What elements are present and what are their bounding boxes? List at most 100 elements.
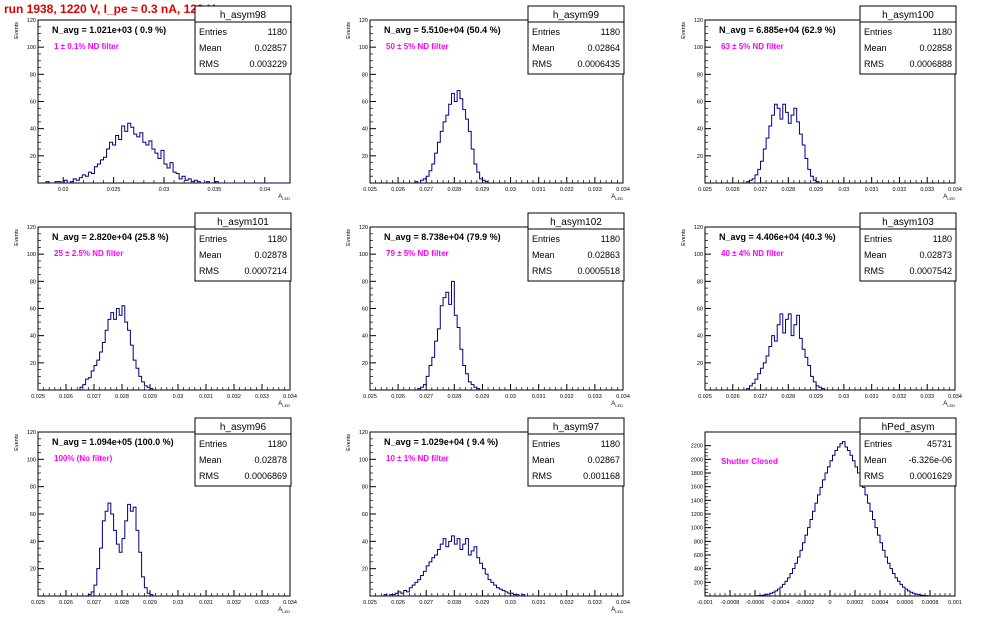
stats-box xyxy=(194,212,292,282)
stats-value-entries: 1180 xyxy=(268,439,287,449)
y-tick-label: 80 xyxy=(697,279,703,285)
stats-value-rms: 0.0006435 xyxy=(577,59,620,69)
stats-label-mean: Mean xyxy=(532,455,555,465)
y-tick-label: 1800 xyxy=(691,471,703,477)
stats-value-mean: 0.02873 xyxy=(919,250,952,260)
y-tick-label: 100 xyxy=(359,457,368,463)
x-tick-label: 0.025 xyxy=(698,187,712,193)
y-tick-label: 80 xyxy=(30,279,36,285)
filter-label: 63 ± 5% ND filter xyxy=(721,42,784,51)
x-tick-label: 0.03 xyxy=(173,600,184,606)
stats-value-rms: 0.0005518 xyxy=(577,266,620,276)
y-tick-label: 100 xyxy=(359,45,368,51)
histogram-panel-h_asym96: 20 40 60 80 100 120 0.025 0.026 0.027 0.028 0.029 0… xyxy=(14,417,297,614)
stats-label-rms: RMS xyxy=(199,266,219,276)
stats-value-mean: -6.326e-06 xyxy=(908,455,952,465)
x-tick-label: 0.001 xyxy=(948,600,962,606)
x-tick-label: 0.027 xyxy=(419,394,433,400)
x-tick-label: 0.02 xyxy=(58,187,69,193)
x-tick-label: 0.031 xyxy=(865,394,879,400)
x-tick-label: 0.031 xyxy=(532,394,546,400)
stats-value-rms: 0.003229 xyxy=(249,59,287,69)
histogram-series-hPed_asym xyxy=(754,441,931,597)
x-axis-title: ALED xyxy=(943,401,955,408)
x-tick-label: 0.03 xyxy=(505,600,516,606)
x-tick-label: 0.025 xyxy=(698,394,712,400)
stats-box-title: h_asym101 xyxy=(217,217,269,228)
stats-label-mean: Mean xyxy=(864,43,887,53)
x-tick-label: 0.028 xyxy=(115,600,129,606)
y-tick-label: 120 xyxy=(359,18,368,24)
stats-box xyxy=(859,417,957,487)
x-tick-label: 0 xyxy=(828,600,831,606)
x-axis-title: ALED xyxy=(611,194,623,201)
stats-value-entries: 1180 xyxy=(933,234,952,244)
stats-label-rms: RMS xyxy=(532,266,552,276)
filter-label: 79 ± 5% ND filter xyxy=(386,249,449,258)
x-tick-label: 0.029 xyxy=(809,187,823,193)
x-tick-label: 0.029 xyxy=(143,600,157,606)
stats-value-mean: 0.02858 xyxy=(919,43,952,53)
y-axis-title: Events xyxy=(14,229,20,246)
stats-box xyxy=(527,417,625,487)
stats-label-entries: Entries xyxy=(199,439,228,449)
x-tick-label: 0.026 xyxy=(391,600,405,606)
y-tick-label: 1600 xyxy=(691,485,703,491)
x-tick-label: 0.029 xyxy=(143,394,157,400)
x-tick-label: 0.031 xyxy=(199,394,213,400)
y-tick-label: 2000 xyxy=(691,457,703,463)
stats-label-rms: RMS xyxy=(532,471,552,481)
x-tick-label: 0.033 xyxy=(255,394,269,400)
stats-value-entries: 1180 xyxy=(601,234,620,244)
histogram-series-h_asym99 xyxy=(414,90,489,184)
stats-value-mean: 0.02878 xyxy=(254,455,287,465)
y-tick-label: 200 xyxy=(694,580,703,586)
x-tick-label: 0.0006 xyxy=(897,600,914,606)
x-tick-label: 0.03 xyxy=(505,187,516,193)
stats-value-entries: 1180 xyxy=(933,27,952,37)
x-tick-label: 0.032 xyxy=(893,187,907,193)
histogram-series-h_asym101 xyxy=(79,305,154,390)
y-axis-title: Events xyxy=(14,434,20,451)
y-tick-label: 60 xyxy=(362,307,368,313)
x-tick-label: 0.035 xyxy=(208,187,222,193)
stats-value-rms: 0.0007214 xyxy=(244,266,287,276)
y-tick-label: 80 xyxy=(697,72,703,78)
x-tick-label: -0.0002 xyxy=(796,600,815,606)
y-tick-label: 60 xyxy=(362,100,368,106)
filter-label: 100% (No filter) xyxy=(54,454,113,463)
y-tick-label: 2200 xyxy=(691,444,703,450)
x-tick-label: 0.029 xyxy=(476,187,490,193)
stats-box xyxy=(527,5,625,75)
y-tick-label: 120 xyxy=(27,225,36,231)
x-tick-label: -0.0006 xyxy=(746,600,765,606)
x-tick-label: 0.033 xyxy=(920,394,934,400)
y-tick-label: 20 xyxy=(30,567,36,573)
histogram-panel-h_asym99: 20 40 60 80 100 120 0.025 0.026 0.027 0.028 0.029 0… xyxy=(346,5,630,201)
x-tick-label: 0.027 xyxy=(87,394,101,400)
y-tick-label: 400 xyxy=(694,567,703,573)
stats-value-rms: 0.0001629 xyxy=(909,471,952,481)
x-tick-label: 0.034 xyxy=(616,394,630,400)
y-tick-label: 40 xyxy=(697,127,703,133)
y-tick-label: 600 xyxy=(694,553,703,559)
x-tick-label: 0.028 xyxy=(447,394,461,400)
y-tick-label: 80 xyxy=(362,279,368,285)
histogram-panel-hPed_asym: 200 400 600 800 1000 1200 1400 1600 1800 2000 2200… xyxy=(691,417,962,606)
stats-value-rms: 0.0006888 xyxy=(909,59,952,69)
histogram-series-h_asym98 xyxy=(45,122,288,184)
y-axis-title: Events xyxy=(681,229,687,246)
x-tick-label: 0.033 xyxy=(920,187,934,193)
x-tick-label: -0.0004 xyxy=(771,600,790,606)
x-axis-title: ALED xyxy=(278,607,290,614)
x-axis-title: ALED xyxy=(278,401,290,408)
x-tick-label: 0.032 xyxy=(560,600,574,606)
n-avg-label: N_avg = 4.406e+04 (40.3 %) xyxy=(719,232,836,242)
stats-box-title: h_asym97 xyxy=(553,422,600,433)
x-tick-label: 0.027 xyxy=(87,600,101,606)
histogram-panel-h_asym97: 20 40 60 80 100 120 0.025 0.026 0.027 0.028 0.029 0… xyxy=(346,417,630,614)
y-tick-label: 20 xyxy=(362,567,368,573)
x-tick-label: 0.03 xyxy=(173,394,184,400)
y-tick-label: 40 xyxy=(30,127,36,133)
y-tick-label: 120 xyxy=(359,225,368,231)
